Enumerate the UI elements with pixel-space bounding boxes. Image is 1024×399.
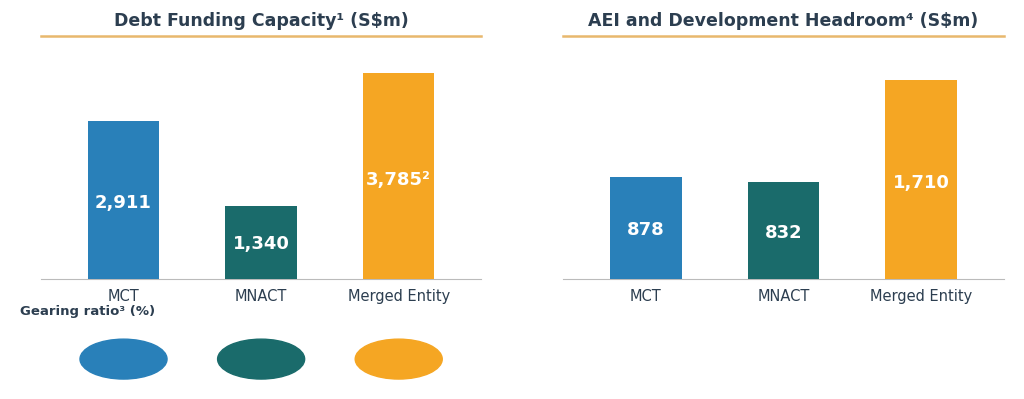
Title: AEI and Development Headroom⁴ (S$m): AEI and Development Headroom⁴ (S$m) (588, 12, 979, 30)
Title: Debt Funding Capacity¹ (S$m): Debt Funding Capacity¹ (S$m) (114, 12, 409, 30)
Text: 1,710: 1,710 (893, 174, 949, 192)
Bar (88, 121, 160, 279)
Text: 39.2%: 39.2% (377, 353, 420, 365)
Text: 2,911: 2,911 (95, 194, 152, 212)
Bar (225, 206, 297, 279)
Text: 3,785²: 3,785² (367, 172, 431, 190)
Text: 1,340: 1,340 (232, 235, 290, 253)
Text: 33.7%: 33.7% (102, 353, 145, 365)
Bar (610, 177, 682, 279)
Text: Gearing ratio³ (%): Gearing ratio³ (%) (20, 305, 156, 318)
Text: 42.2%: 42.2% (240, 353, 283, 365)
Bar (885, 80, 956, 279)
Bar (362, 73, 434, 279)
Text: 878: 878 (627, 221, 665, 239)
Bar (748, 182, 819, 279)
Text: 832: 832 (765, 224, 802, 242)
